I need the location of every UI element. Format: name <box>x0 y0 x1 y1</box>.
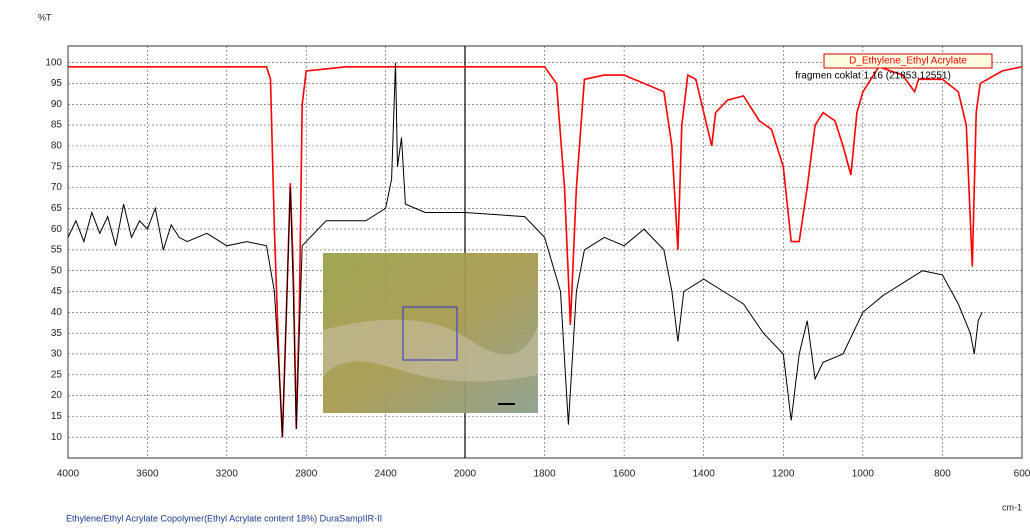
x-tick-label: 1800 <box>533 469 556 480</box>
y-tick-label: 90 <box>51 99 63 110</box>
x-tick-label: 2800 <box>295 469 318 480</box>
x-tick-label: 1400 <box>693 469 716 480</box>
y-tick-label: 55 <box>51 245 63 256</box>
y-tick-label: 75 <box>51 161 63 172</box>
x-tick-label: 800 <box>934 469 951 480</box>
x-tick-label: 2400 <box>374 469 397 480</box>
chart-title: Ethylene/Ethyl Acrylate Copolymer(Ethyl … <box>66 513 382 523</box>
y-tick-label: 70 <box>51 182 63 193</box>
y-tick-label: 50 <box>51 265 63 276</box>
y-tick-label: 35 <box>51 328 63 339</box>
y-axis-label: %T <box>38 12 52 22</box>
y-tick-label: 60 <box>51 224 63 235</box>
spectrum-line <box>68 67 1022 437</box>
micrograph-inset <box>323 253 538 413</box>
legend-entry: D_Ethylene_Ethyl Acrylate <box>849 56 967 67</box>
y-tick-label: 95 <box>51 78 63 89</box>
chart: %T cm-1 Ethylene/Ethyl Acrylate Copolyme… <box>0 0 1030 530</box>
y-tick-label: 25 <box>51 369 63 380</box>
x-tick-label: 3200 <box>216 469 239 480</box>
x-axis-label: cm-1 <box>1002 502 1022 512</box>
x-tick-label: 4000 <box>57 469 80 480</box>
x-tick-label: 1000 <box>852 469 875 480</box>
plot-area <box>68 46 1022 458</box>
x-tick-label: 600 <box>1014 469 1030 480</box>
x-tick-label: 2000 <box>454 469 477 480</box>
y-tick-label: 80 <box>51 141 63 152</box>
y-tick-label: 30 <box>51 349 63 360</box>
x-tick-label: 1600 <box>613 469 636 480</box>
y-tick-label: 45 <box>51 286 63 297</box>
y-tick-label: 85 <box>51 120 63 131</box>
x-tick-label: 3600 <box>136 469 159 480</box>
y-tick-label: 100 <box>45 57 62 68</box>
x-tick-label: 1200 <box>772 469 795 480</box>
y-tick-label: 15 <box>51 411 63 422</box>
y-tick-label: 65 <box>51 203 63 214</box>
y-tick-label: 20 <box>51 390 63 401</box>
y-tick-label: 10 <box>51 432 63 443</box>
legend-entry: fragmen coklat 1.16 (21853,12551) <box>795 71 951 82</box>
y-tick-label: 40 <box>51 307 63 318</box>
